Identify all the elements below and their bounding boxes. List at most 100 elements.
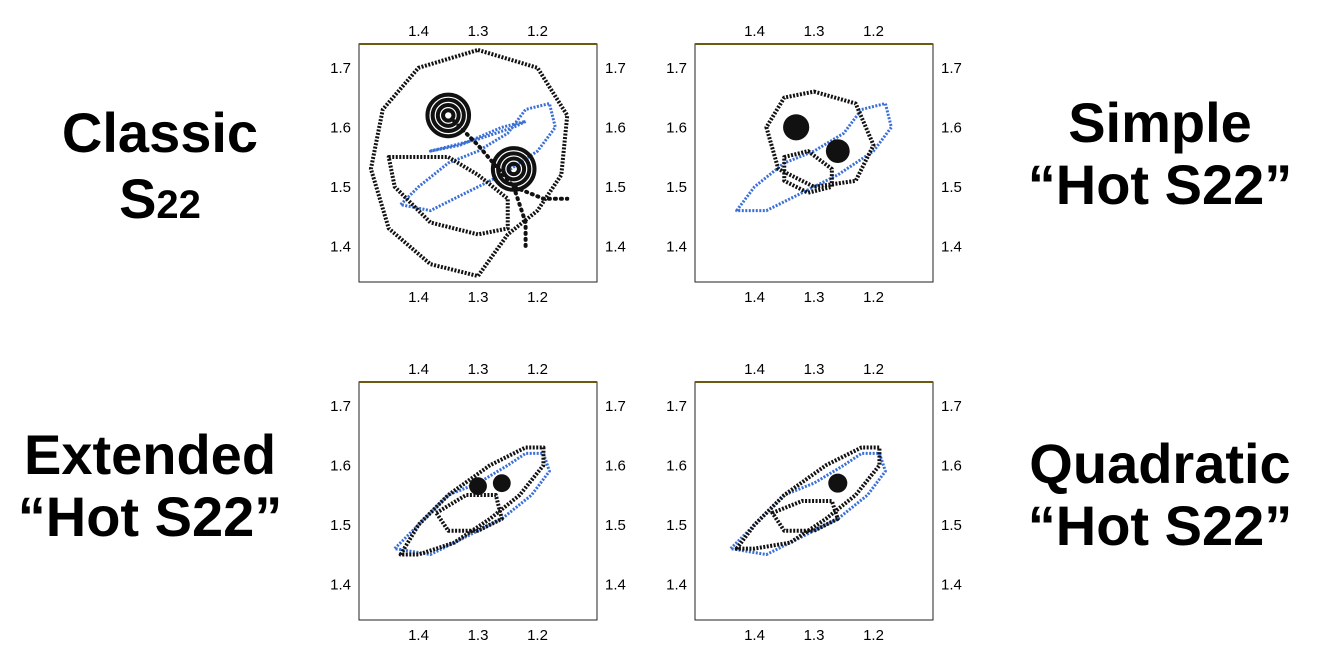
series-black-loop	[782, 149, 834, 195]
label-classic-line2: S22	[40, 171, 280, 227]
contour-ring	[441, 108, 456, 123]
x-tick-top: 1.2	[527, 23, 548, 40]
x-tick-bottom: 1.2	[863, 627, 884, 644]
label-classic-line1: Classic	[61, 101, 259, 164]
x-tick-bottom: 1.2	[527, 289, 548, 306]
y-tick-right: 1.7	[605, 398, 626, 415]
y-tick-right: 1.4	[941, 576, 962, 593]
label-simple: Simple “Hot S22”	[1010, 95, 1310, 213]
y-tick-right: 1.5	[941, 517, 962, 534]
y-tick-right: 1.4	[941, 238, 962, 255]
y-tick-right: 1.6	[941, 119, 962, 136]
contour-ring	[501, 156, 527, 182]
filled-dot	[825, 139, 850, 164]
y-tick-left: 1.7	[666, 398, 687, 415]
x-tick-top: 1.2	[863, 23, 884, 40]
filled-dot	[828, 473, 848, 493]
x-tick-bottom: 1.2	[863, 289, 884, 306]
y-tick-left: 1.4	[666, 576, 687, 593]
contour-ring	[435, 102, 461, 128]
label-quadratic-line1: Quadratic	[1029, 432, 1291, 495]
y-tick-right: 1.7	[605, 60, 626, 77]
x-tick-bottom: 1.3	[468, 289, 489, 306]
plot-frame	[358, 43, 598, 283]
filled-dot	[783, 114, 810, 141]
y-tick-left: 1.5	[666, 179, 687, 196]
y-tick-right: 1.5	[941, 179, 962, 196]
x-tick-top: 1.2	[863, 361, 884, 378]
y-tick-left: 1.7	[330, 60, 351, 77]
x-tick-bottom: 1.4	[408, 289, 429, 306]
y-tick-right: 1.6	[605, 119, 626, 136]
y-tick-left: 1.4	[666, 238, 687, 255]
x-tick-bottom: 1.3	[804, 627, 825, 644]
label-extended: Extended “Hot S22”	[10, 427, 290, 545]
x-tick-bottom: 1.3	[804, 289, 825, 306]
x-tick-bottom: 1.4	[408, 627, 429, 644]
contour-ring	[506, 161, 521, 177]
label-extended-line1: Extended	[23, 423, 277, 486]
x-tick-top: 1.3	[804, 23, 825, 40]
contour-ring	[490, 146, 537, 192]
y-tick-right: 1.5	[605, 179, 626, 196]
chart-quadratic: 1.4 1.4 1.3 1.3 1.2 1.2 1.7 1.7 1.6 1.6 1.5 1.5 1.4 1…	[666, 361, 962, 644]
x-tick-top: 1.4	[744, 361, 765, 378]
series-blue-loop	[428, 119, 528, 153]
series-black-loop	[434, 493, 504, 533]
y-tick-right: 1.4	[605, 576, 626, 593]
contour-ring	[425, 92, 472, 139]
chart-classic: 1.4 1.4 1.3 1.3 1.2 1.2 1.7 1.7 1.6 1.6 1.5 1.5 1.4 1…	[330, 23, 626, 306]
series-black-loop	[734, 445, 882, 551]
series-black-loop	[386, 155, 510, 237]
x-tick-top: 1.3	[804, 361, 825, 378]
chart-extended: 1.4 1.4 1.3 1.3 1.2 1.2 1.7 1.7 1.6 1.6 1.5 1.5 1.4 1…	[330, 361, 626, 644]
x-tick-top: 1.2	[527, 361, 548, 378]
y-tick-left: 1.5	[330, 179, 351, 196]
contour-ring	[430, 97, 466, 134]
y-tick-left: 1.6	[330, 119, 351, 136]
x-tick-bottom: 1.4	[744, 289, 765, 306]
y-tick-left: 1.5	[666, 517, 687, 534]
label-simple-line1: Simple	[1068, 91, 1252, 154]
x-tick-top: 1.4	[408, 23, 429, 40]
x-tick-top: 1.3	[468, 361, 489, 378]
filled-dot	[492, 474, 511, 493]
x-tick-top: 1.4	[744, 23, 765, 40]
label-quadratic-line2: “Hot S22”	[1027, 494, 1293, 557]
series-black-loop	[770, 499, 840, 533]
label-classic-s: S	[119, 167, 157, 230]
x-tick-bottom: 1.4	[744, 627, 765, 644]
label-simple-line2: “Hot S22”	[1027, 153, 1293, 216]
label-quadratic: Quadratic “Hot S22”	[1010, 436, 1310, 554]
y-tick-left: 1.6	[330, 457, 351, 474]
series-black-loop	[368, 47, 570, 279]
y-tick-left: 1.7	[330, 398, 351, 415]
y-tick-left: 1.6	[666, 457, 687, 474]
label-classic: Classic S22	[40, 105, 280, 227]
y-tick-left: 1.6	[666, 119, 687, 136]
x-tick-bottom: 1.3	[468, 627, 489, 644]
y-tick-right: 1.6	[605, 457, 626, 474]
y-tick-right: 1.5	[605, 517, 626, 534]
series-blue-loop	[399, 102, 557, 213]
plot-frame	[358, 381, 598, 621]
y-tick-right: 1.4	[605, 238, 626, 255]
series-black-loop	[764, 89, 876, 189]
y-tick-left: 1.4	[330, 238, 351, 255]
y-tick-right: 1.7	[941, 398, 962, 415]
label-classic-subscript: 22	[156, 183, 201, 227]
y-tick-right: 1.6	[941, 457, 962, 474]
contour-ring	[496, 151, 532, 187]
series-black-dotted	[511, 184, 528, 249]
y-tick-left: 1.7	[666, 60, 687, 77]
label-extended-line2: “Hot S22”	[17, 485, 283, 548]
y-tick-left: 1.4	[330, 576, 351, 593]
x-tick-bottom: 1.2	[527, 627, 548, 644]
y-tick-right: 1.7	[941, 60, 962, 77]
x-tick-top: 1.3	[468, 23, 489, 40]
filled-dot	[469, 477, 487, 496]
y-tick-left: 1.5	[330, 517, 351, 534]
plot-frame	[694, 43, 934, 283]
chart-simple: 1.4 1.4 1.3 1.3 1.2 1.2 1.7 1.7 1.6 1.6 1.5 1.5 1.4 1…	[666, 23, 962, 306]
